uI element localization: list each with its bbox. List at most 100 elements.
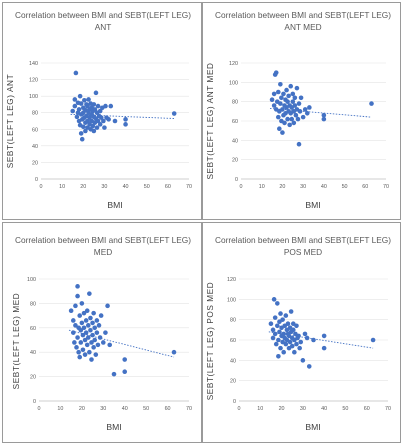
data-point: [90, 123, 96, 129]
data-point: [288, 83, 294, 89]
data-point: [95, 103, 101, 109]
data-point: [278, 81, 283, 87]
y-tick-label: 20: [32, 160, 38, 166]
data-point: [298, 95, 304, 101]
x-tick-label: 30: [300, 184, 306, 190]
x-tick-label: 0: [238, 406, 241, 412]
data-point: [290, 91, 296, 97]
data-point: [90, 332, 95, 338]
x-axis-label: BMI: [305, 422, 320, 432]
data-point: [79, 136, 85, 142]
data-point: [292, 95, 298, 101]
y-tick-label: 120: [29, 78, 38, 84]
data-point: [85, 103, 90, 109]
x-axis-label: BMI: [305, 200, 320, 210]
data-point: [280, 317, 285, 322]
x-tick-label: 70: [385, 406, 391, 412]
data-point: [78, 101, 84, 106]
y-tick-label: 60: [232, 119, 238, 125]
data-point: [68, 308, 74, 314]
x-tick-label: 0: [40, 184, 43, 190]
y-axis-label: SEBT(LEFT LEG) MED: [12, 293, 21, 390]
scatter-chart-ant: Correlation between BMI and SEBT(LEFT LE…: [6, 10, 192, 210]
data-point: [77, 354, 83, 360]
data-point: [80, 124, 86, 130]
data-point: [108, 103, 114, 109]
data-point: [292, 349, 297, 355]
y-axis-label: SEBT(LEFT LEG) POS MED: [206, 282, 215, 401]
data-point: [302, 331, 308, 337]
data-point: [76, 349, 81, 355]
data-point: [272, 331, 278, 337]
chart-panel-ant-med: Correlation between BMI and SEBT(LEFT LE…: [202, 2, 401, 220]
chart-subtitle: MED: [94, 247, 112, 257]
data-point: [285, 321, 291, 327]
data-point: [288, 309, 294, 314]
x-tick-label: 70: [186, 406, 192, 412]
data-point: [171, 111, 177, 116]
data-point: [295, 116, 301, 122]
data-point: [290, 99, 296, 104]
x-tick-label: 50: [143, 406, 149, 412]
data-point: [278, 345, 283, 351]
data-point: [102, 125, 107, 130]
data-point: [82, 97, 87, 103]
data-point: [285, 99, 290, 104]
data-point: [94, 318, 100, 323]
x-tick-label: 10: [57, 406, 63, 412]
data-point: [271, 297, 277, 302]
data-point: [278, 101, 283, 106]
data-point: [282, 120, 287, 126]
x-tick-label: 40: [123, 184, 129, 190]
x-tick-label: 20: [79, 406, 85, 412]
data-point: [98, 313, 104, 318]
x-tick-label: 30: [101, 184, 107, 190]
trendline: [268, 331, 374, 349]
y-tick-label: 0: [233, 399, 236, 405]
plot-area: 0 20 40 60 80 100 120 140 0 10 20 30 40 50 60 70: [29, 61, 192, 190]
data-point: [270, 335, 276, 341]
trendline: [269, 107, 372, 118]
data-point: [78, 131, 84, 136]
data-point: [275, 89, 281, 95]
y-tick-label: 40: [32, 144, 38, 150]
data-point: [77, 93, 83, 99]
data-point: [321, 116, 327, 122]
chart-panel-ant: Correlation between BMI and SEBT(LEFT LE…: [2, 2, 202, 220]
x-tick-label: 60: [364, 406, 370, 412]
data-point: [80, 347, 86, 353]
data-point: [105, 303, 110, 309]
x-tick-label: 10: [59, 184, 65, 190]
data-point: [269, 97, 275, 103]
data-point: [123, 122, 128, 127]
data-point: [72, 97, 78, 102]
x-axis-label: BMI: [106, 422, 121, 432]
x-tick-label: 30: [100, 406, 106, 412]
plot-area: 0 20 40 60 80 100 120 0 10 20 30 40 50 60 70: [227, 277, 391, 412]
data-point: [286, 93, 291, 99]
y-tick-label: 100: [27, 277, 36, 283]
data-point: [277, 126, 282, 132]
data-point: [92, 107, 98, 112]
x-axis-label: BMI: [107, 200, 122, 210]
data-point: [281, 349, 286, 355]
data-point: [73, 303, 78, 309]
data-point: [122, 369, 128, 375]
x-tick-label: 40: [321, 406, 327, 412]
data-point: [94, 125, 100, 130]
x-tick-label: 10: [259, 184, 265, 190]
chart-title: Correlation between BMI and SEBT(LEFT LE…: [215, 10, 391, 20]
data-point: [92, 337, 98, 343]
x-tick-label: 20: [80, 184, 86, 190]
y-tick-label: 100: [229, 80, 238, 86]
data-point: [92, 325, 98, 331]
data-point: [82, 352, 88, 357]
x-tick-label: 60: [165, 184, 171, 190]
data-point: [87, 349, 92, 355]
data-point: [70, 108, 76, 114]
data-point: [275, 301, 280, 306]
data-point: [98, 115, 104, 120]
y-tick-label: 0: [235, 177, 238, 183]
y-axis-label: SEBT(LEFT LEG) ANT MED: [206, 62, 215, 179]
data-point: [70, 330, 76, 335]
